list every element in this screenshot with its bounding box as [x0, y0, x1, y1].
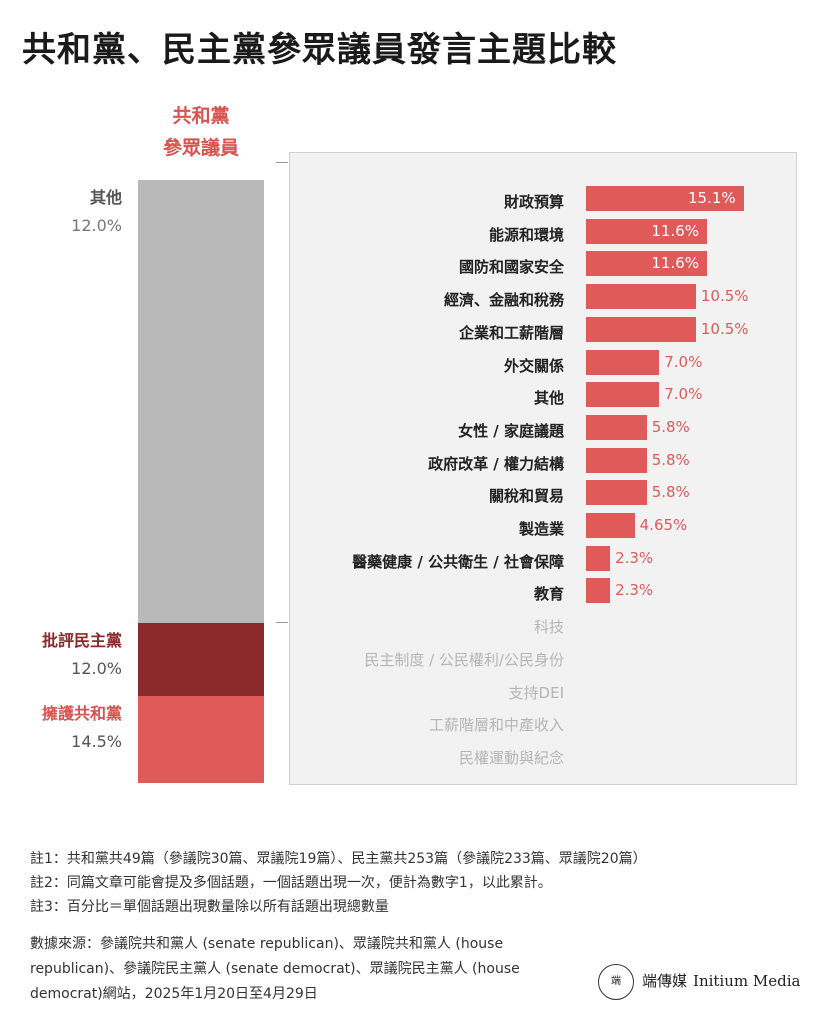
stack-segment-name-1: 批評民主黨	[41, 631, 122, 651]
bar-5	[586, 349, 660, 375]
value-label-8: 5.8%	[651, 450, 690, 469]
bar-11	[586, 545, 611, 571]
stack-segment-2	[138, 695, 264, 783]
bar-10	[586, 513, 635, 538]
category-label-9: 關稅和貿易	[488, 487, 564, 506]
note-1: 註1：共和黨共49篇（參議院30篇、眾議院19篇）、民主黨共253篇（參議院23…	[30, 851, 647, 867]
stack-segment-value-2: 14.5%	[71, 731, 122, 751]
bar-1	[586, 218, 708, 244]
value-label-3: 10.5%	[700, 287, 749, 306]
value-label-12: 2.3%	[615, 581, 654, 600]
stack-segment-name-2: 擁護共和黨	[41, 703, 122, 723]
category-label-0: 財政預算	[503, 193, 564, 211]
category-label-2: 國防和國家安全	[458, 258, 564, 277]
category-label-15: 支持DEI	[508, 683, 564, 702]
category-label-17: 民權運動與紀念	[458, 748, 564, 767]
stack-segment-value-0: 12.0%	[71, 216, 122, 235]
bar-6	[586, 382, 660, 408]
value-label-6: 7.0%	[664, 385, 703, 404]
category-label-5: 外交關係	[503, 356, 564, 375]
value-label-9: 5.8%	[651, 483, 690, 502]
value-label-4: 10.5%	[700, 319, 749, 338]
category-label-8: 政府改革 / 權力結構	[428, 454, 564, 473]
data-source: 數據來源：參議院共和黨人 (senate republican)、眾議院共和黨人…	[30, 936, 520, 1002]
chart-title: 共和黨、民主黨參眾議員發言主題比較	[22, 30, 617, 70]
stack-segment-name-0: 其他	[89, 188, 122, 207]
category-label-6: 其他	[533, 389, 564, 408]
initium-logo-icon: 端	[598, 964, 634, 1000]
stack-segment-0	[138, 180, 264, 624]
category-label-14: 民主制度 / 公民權利/公民身份	[364, 650, 564, 669]
brand-name: 端傳媒 Initium Media	[642, 970, 800, 991]
stack-segment-1	[138, 623, 264, 696]
bar-7	[586, 414, 647, 440]
bracket-bottom	[276, 622, 288, 623]
value-label-7: 5.8%	[651, 417, 690, 436]
category-label-1: 能源和環境	[488, 225, 564, 244]
value-label-1: 11.6%	[651, 221, 700, 240]
category-label-3: 經濟、金融和稅務	[443, 291, 564, 310]
category-label-13: 科技	[533, 618, 564, 637]
category-label-16: 工薪階層和中產收入	[428, 716, 564, 735]
note-2: 註2：同篇文章可能會提及多個話題，一個話題出現一次，便計為數字1，以此累計。	[30, 875, 552, 891]
bar-3	[586, 284, 696, 310]
bar-8	[586, 447, 647, 473]
category-label-11: 醫藥健康 / 公共衛生 / 社會保障	[352, 552, 564, 571]
value-label-11: 2.3%	[615, 548, 654, 567]
stack-header-line2: 參眾議員	[162, 137, 239, 159]
value-label-10: 4.65%	[639, 516, 688, 534]
bar-2	[586, 251, 708, 277]
category-label-12: 教育	[533, 585, 564, 604]
bar-4	[586, 316, 696, 342]
bar-0	[586, 186, 744, 211]
topic-panel	[289, 152, 797, 785]
stack-segment-value-1: 12.0%	[71, 659, 122, 679]
value-label-0: 15.1%	[688, 189, 736, 207]
value-label-5: 7.0%	[664, 352, 703, 371]
bracket-top	[276, 162, 288, 181]
bar-12	[586, 578, 611, 604]
note-3: 註3：百分比＝單個話題出現數量除以所有話題出現總數量	[30, 899, 389, 915]
brand-zh: 端傳媒	[642, 972, 688, 990]
bar-9	[586, 480, 647, 506]
category-label-10: 製造業	[518, 520, 564, 538]
category-label-4: 企業和工薪階層	[458, 323, 564, 342]
stack-header-line1: 共和黨	[172, 105, 230, 127]
value-label-2: 11.6%	[651, 254, 700, 273]
stacked-bar	[138, 180, 264, 783]
brand-en: Initium Media	[693, 972, 801, 990]
category-label-7: 女性 / 家庭議題	[458, 421, 564, 440]
